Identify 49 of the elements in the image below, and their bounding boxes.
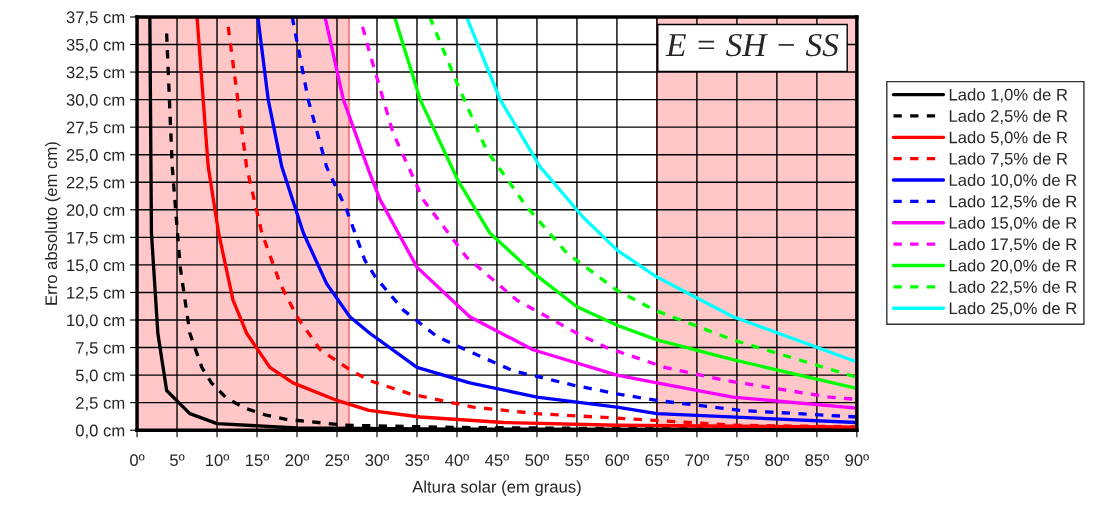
legend-label: Lado 15,0% de R (949, 216, 1077, 231)
x-axis-title: Altura solar (em graus) (412, 480, 581, 497)
x-tick-label: 60º (605, 454, 630, 467)
x-tick-label: 40º (445, 454, 470, 467)
legend-label: Lado 5,0% de R (949, 131, 1068, 146)
x-tick-label: 70º (685, 454, 710, 467)
x-tick-label: 20º (285, 454, 310, 467)
y-tick-label: 27,5 cm (66, 121, 125, 136)
x-tick-label: 5º (170, 454, 185, 467)
y-tick-label: 25,0 cm (66, 149, 125, 163)
x-tick-label: 50º (525, 454, 550, 467)
y-tick-label: 10,0 cm (67, 314, 125, 329)
y-tick-label: 20,0 cm (66, 204, 125, 218)
x-tick-label: 0º (130, 454, 145, 467)
x-tick-label: 90º (845, 454, 869, 467)
y-tick-label: 5,0 cm (75, 369, 125, 384)
y-tick-label: 30,0 cm (66, 94, 125, 108)
annotation: E = SH − SS (665, 33, 839, 57)
legend-label: Lado 7,5% de R (949, 152, 1068, 167)
legend-label: Lado 2,5% de R (949, 109, 1068, 124)
x-tick-label: 85º (805, 454, 829, 467)
legend-label: Lado 1,0% de R (949, 88, 1068, 103)
y-tick-label: 0,0 cm (75, 424, 125, 439)
legend-label: Lado 17,5% de R (949, 237, 1077, 253)
y-tick-label: 2,5 cm (76, 397, 125, 411)
y-tick-label: 35,0 cm (66, 38, 125, 53)
y-tick-label: 32,5 cm (66, 66, 125, 81)
legend-label: Lado 12,5% de R (949, 195, 1077, 210)
x-tick-label: 65º (645, 454, 670, 467)
legend-label: Lado 10,0% de R (949, 173, 1077, 188)
legend-label: Lado 22,5% de R (949, 280, 1077, 295)
y-tick-label: 12,5 cm (67, 286, 125, 301)
y-tick-label: 17,5 cm (67, 231, 125, 246)
y-tick-label: 22,5 cm (66, 176, 125, 191)
x-tick-label: 10º (205, 454, 230, 467)
legend-label: Lado 25,0% de R (949, 302, 1077, 317)
y-tick-label: 7,5 cm (76, 342, 125, 356)
x-tick-label: 35º (405, 454, 430, 467)
y-tick-label: 15,0 cm (67, 259, 125, 274)
x-tick-label: 25º (325, 454, 350, 467)
x-tick-label: 55º (565, 454, 590, 467)
y-axis-title: Erro absoluto (em cm) (44, 142, 61, 305)
y-tick-label: 37,5 cm (66, 11, 125, 26)
x-tick-label: 30º (365, 454, 390, 467)
legend-label: Lado 20,0% de R (949, 259, 1077, 274)
x-tick-label: 45º (485, 454, 510, 467)
x-tick-label: 15º (245, 454, 270, 467)
x-tick-label: 80º (765, 454, 789, 467)
x-tick-label: 75º (725, 454, 749, 467)
